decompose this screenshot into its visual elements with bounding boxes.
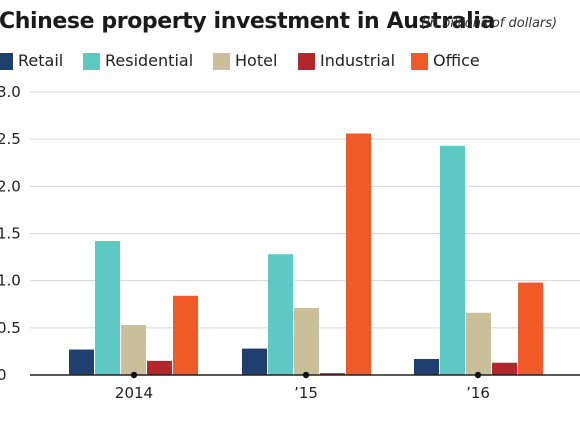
- bar-industrial-0: [147, 360, 172, 375]
- legend-label-office: Office: [433, 51, 480, 70]
- bar-office-1: [346, 133, 371, 375]
- y-tick-label: 3.0: [0, 83, 21, 101]
- y-tick-label: 1.5: [0, 225, 21, 243]
- bar-residential-0: [95, 241, 120, 375]
- x-tick-label: 2014: [115, 384, 153, 402]
- bar-hotel-2: [466, 312, 491, 375]
- x-tick-label: ’15: [294, 384, 318, 402]
- legend-label-hotel: Hotel: [235, 51, 278, 70]
- legend-label-industrial: Industrial: [320, 51, 396, 70]
- bar-industrial-1: [320, 373, 345, 375]
- x-tick-dot: [474, 371, 482, 379]
- legend-swatch-hotel: [213, 53, 230, 70]
- y-tick-label: 0: [0, 366, 7, 384]
- bar-hotel-1: [294, 308, 319, 375]
- x-tick-dot: [130, 371, 138, 379]
- legend-swatch-retail: [0, 53, 13, 70]
- bar-retail-2: [414, 358, 439, 375]
- chart-title: Chinese property investment in Australia: [0, 9, 495, 34]
- bar-retail-0: [69, 349, 94, 375]
- x-tick-label: ’16: [466, 384, 490, 402]
- legend-label-residential: Residential: [105, 51, 194, 70]
- bar-office-0: [173, 295, 198, 375]
- bar-residential-2: [440, 145, 465, 375]
- y-tick-label: 2.5: [0, 130, 21, 148]
- chart-legend: Retail Residential Hotel Industrial Offi…: [0, 48, 580, 74]
- legend-swatch-office: [411, 53, 428, 70]
- chart-subtitle: (in billions of dollars): [421, 16, 558, 31]
- legend-label-retail: Retail: [18, 51, 64, 70]
- x-tick-dot: [302, 371, 310, 379]
- bar-residential-1: [268, 254, 293, 375]
- y-tick-label: 0.5: [0, 319, 21, 337]
- bar-industrial-2: [492, 362, 517, 375]
- bar-hotel-0: [121, 325, 146, 375]
- chart-header: Chinese property investment in Australia…: [0, 6, 580, 40]
- legend-swatch-industrial: [298, 53, 315, 70]
- bar-office-2: [518, 282, 543, 375]
- bar-retail-1: [242, 348, 267, 375]
- y-tick-label: 2.0: [0, 177, 21, 195]
- y-tick-label: 1.0: [0, 272, 21, 290]
- legend-swatch-residential: [83, 53, 100, 70]
